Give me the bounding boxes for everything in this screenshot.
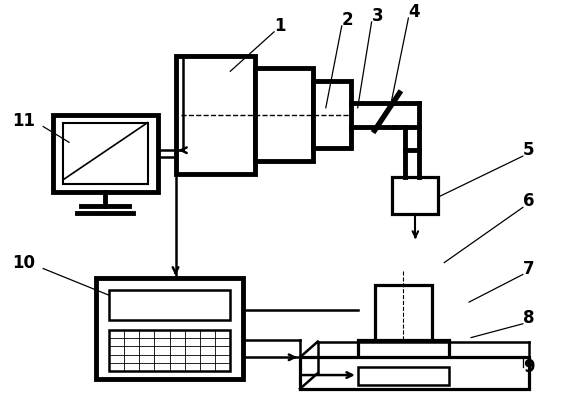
Text: 5: 5 [523, 141, 534, 159]
Bar [358, 339, 449, 367]
Text: 3: 3 [372, 7, 383, 25]
Bar [96, 278, 243, 379]
Text: 11: 11 [12, 112, 35, 130]
Bar [109, 290, 230, 320]
Text: 7: 7 [523, 259, 534, 277]
Bar [358, 367, 449, 385]
Bar [300, 357, 529, 389]
Text: 1: 1 [274, 17, 286, 35]
Bar [393, 177, 439, 214]
Text: 9: 9 [523, 358, 534, 376]
Text: 10: 10 [12, 254, 35, 272]
Text: 4: 4 [409, 3, 420, 21]
Text: 8: 8 [523, 309, 534, 327]
Text: 6: 6 [523, 193, 534, 211]
Bar [375, 285, 432, 356]
Bar [109, 330, 230, 371]
Bar [313, 81, 351, 148]
Bar [255, 68, 313, 161]
Bar [53, 115, 158, 192]
Bar [176, 55, 255, 174]
Text: 2: 2 [342, 11, 354, 29]
Bar [63, 122, 148, 184]
